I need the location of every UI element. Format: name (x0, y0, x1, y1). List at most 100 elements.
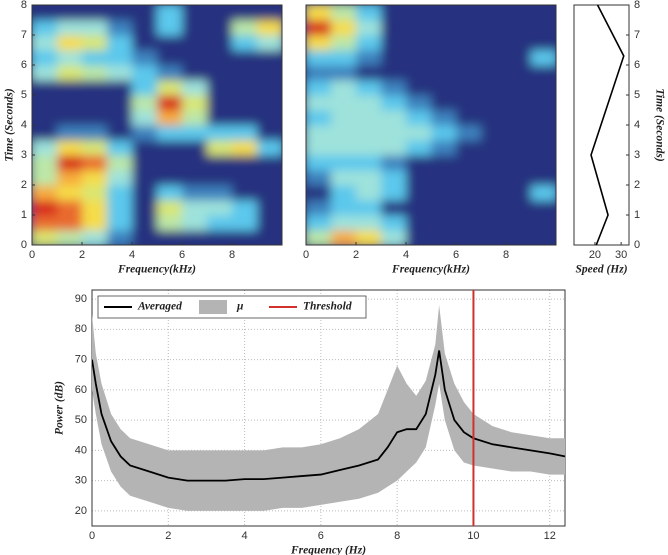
y-axis-label: Power (dB) (54, 381, 66, 435)
heatmap-cell (306, 50, 332, 66)
x-tick-label: 4 (129, 249, 135, 261)
y-tick-label: 5 (634, 89, 640, 101)
heatmap-cell (331, 50, 357, 66)
heatmap-cell (481, 125, 507, 141)
heatmap-cell (431, 155, 457, 171)
heatmap-cell (132, 185, 158, 201)
heatmap-cell (82, 80, 108, 96)
y-tick-label: 0 (634, 239, 640, 251)
heatmap-cell (456, 20, 482, 36)
heatmap-cell (232, 50, 258, 66)
heatmap-cell (207, 65, 233, 81)
heatmap-cell (132, 35, 158, 51)
heatmap-cell (207, 5, 233, 21)
heatmap-cell (132, 125, 158, 141)
heatmap-cell (456, 65, 482, 81)
heatmap-cell (57, 110, 83, 126)
y-tick-label: 4 (634, 119, 640, 131)
heatmap-cell (381, 230, 407, 245)
heatmap-cell (132, 170, 158, 186)
x-tick-label: 8 (394, 530, 400, 542)
heatmap-cell (306, 140, 332, 156)
heatmap-cell (456, 95, 482, 111)
heatmap-cell (381, 35, 407, 51)
heatmap-cell (207, 140, 233, 156)
heatmap-cell (232, 170, 258, 186)
heatmap-cell (306, 170, 332, 186)
x-axis-label: Frequency (Hz) (290, 545, 366, 555)
heatmap-cell (506, 65, 532, 81)
heatmap-cell (506, 185, 532, 201)
heatmap-cell (257, 80, 282, 96)
x-tick-label: 6 (318, 530, 324, 542)
heatmap-cell (157, 140, 183, 156)
heatmap-cell (157, 185, 183, 201)
heatmap-cell (481, 215, 507, 231)
legend-swatch (199, 300, 227, 314)
y-tick-label: 60 (75, 384, 87, 396)
y-tick-label: 2 (634, 179, 640, 191)
heatmap-cell (381, 215, 407, 231)
heatmap-cell (506, 20, 532, 36)
heatmap-cell (157, 35, 183, 51)
heatmap-cell (356, 95, 382, 111)
heatmap-cell (356, 65, 382, 81)
x-tick-label: 2 (165, 530, 171, 542)
heatmap-cell (157, 155, 183, 171)
heatmap-cell (32, 95, 58, 111)
series-line (92, 350, 565, 482)
y-tick-label: 1 (21, 209, 27, 221)
y-tick-label: 3 (634, 149, 640, 161)
heatmap-cell (406, 125, 432, 141)
heatmap-cell (207, 215, 233, 231)
heatmap-cell (82, 215, 108, 231)
heatmap-cell (182, 125, 208, 141)
heatmap-cell (331, 110, 357, 126)
heatmap-cell (32, 125, 58, 141)
heatmap-cell (207, 170, 233, 186)
heatmap-cell (32, 170, 58, 186)
x-tick-label: 8 (229, 249, 235, 261)
heatmap-cell (157, 65, 183, 81)
heatmap-cell (481, 80, 507, 96)
x-tick-label: 0 (303, 249, 309, 261)
heatmap-cell (232, 5, 258, 21)
heatmap-cell (232, 155, 258, 171)
heatmap-cell (182, 50, 208, 66)
heatmap-cell (32, 230, 58, 245)
heatmap-cell (157, 20, 183, 36)
heatmap-cell (32, 155, 58, 171)
heatmap-cell (456, 110, 482, 126)
heatmap-cell (481, 170, 507, 186)
heatmap-cell (182, 200, 208, 216)
heatmap-cell (431, 65, 457, 81)
heatmap-cell (157, 230, 183, 245)
heatmap-cell (32, 35, 58, 51)
heatmap-cell (506, 95, 532, 111)
y-tick-label: 90 (75, 293, 87, 305)
heatmap-cell (406, 5, 432, 21)
heatmap-cell (506, 170, 532, 186)
heatmap-cell (207, 110, 233, 126)
heatmap-cell (431, 125, 457, 141)
x-tick-label: 2 (353, 249, 359, 261)
heatmap-cell (531, 50, 556, 66)
x-tick-label: 8 (503, 249, 509, 261)
heatmap-cell (182, 155, 208, 171)
heatmap-cell (257, 140, 282, 156)
heatmap-cell (107, 140, 133, 156)
heatmap-cell (306, 200, 332, 216)
heatmap-cell (132, 95, 158, 111)
x-tick-label: 30 (615, 249, 627, 261)
heatmap-cell (182, 80, 208, 96)
heatmap-cell (57, 140, 83, 156)
heatmap-cell (356, 155, 382, 171)
heatmap-cell (257, 200, 282, 216)
heatmap-cell (381, 95, 407, 111)
heatmap-cell (456, 140, 482, 156)
heatmap-cell (107, 35, 133, 51)
heatmap-cell (82, 155, 108, 171)
heatmap-cell (381, 5, 407, 21)
y-tick-label: 40 (75, 444, 87, 456)
